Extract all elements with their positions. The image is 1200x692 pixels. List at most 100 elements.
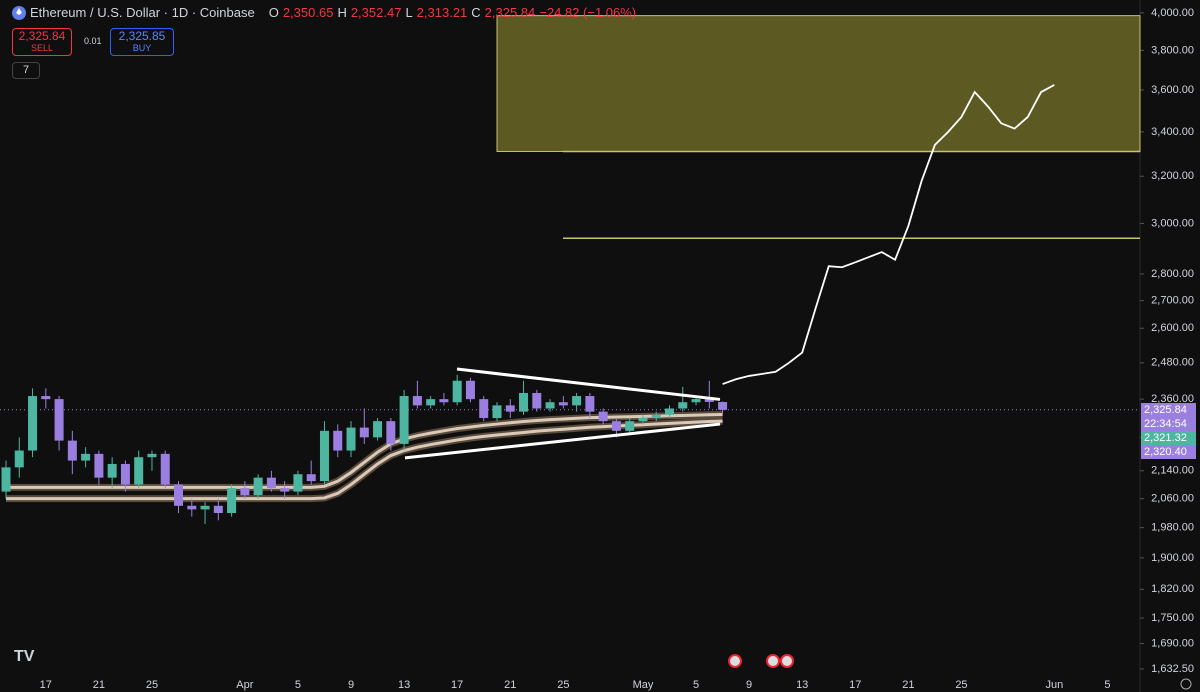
l-label: L — [405, 5, 413, 20]
x-tick-label: 5 — [693, 679, 699, 691]
event-icon — [728, 654, 742, 668]
indicator-count: 7 — [22, 64, 30, 76]
spread: 0.01 — [84, 36, 102, 46]
y-tick-label: 2,140.00 — [1151, 465, 1194, 477]
candle-body — [572, 396, 582, 406]
candle-body — [691, 399, 701, 403]
logo[interactable]: TV — [14, 648, 35, 665]
candle-body — [213, 505, 223, 514]
last-price-badge: 2,325.84 — [1141, 403, 1196, 417]
candle-body — [479, 399, 489, 418]
candle-body — [280, 488, 290, 492]
candle-body — [359, 427, 369, 438]
x-tick-label: 9 — [348, 679, 354, 691]
header: Ethereum / U.S. Dollar · 1D · Coinbase O… — [12, 5, 636, 20]
candle-body — [386, 421, 396, 444]
c-label: C — [471, 5, 481, 20]
candle-body — [373, 421, 383, 438]
h-label: H — [337, 5, 347, 20]
x-tick-label: 25 — [557, 679, 569, 691]
y-tick-label: 1,750.00 — [1151, 612, 1194, 624]
candle-body — [465, 380, 475, 400]
candle-body — [81, 453, 91, 461]
trendline — [404, 422, 721, 460]
candle-body — [611, 421, 621, 431]
high: 2,352.47 — [350, 5, 402, 20]
axis-panel — [1140, 0, 1200, 692]
x-tick-label: 17 — [451, 679, 463, 691]
y-tick-label: 2,060.00 — [1151, 493, 1194, 505]
y-tick-label: 3,600.00 — [1151, 84, 1194, 96]
y-tick-label: 3,000.00 — [1151, 217, 1194, 229]
x-tick-label: 21 — [504, 679, 516, 691]
candle-body — [651, 414, 661, 418]
y-tick-label: 2,480.00 — [1151, 357, 1194, 369]
event-icon — [766, 654, 780, 668]
open: 2,350.65 — [282, 5, 334, 20]
symbol[interactable]: Ethereum / U.S. Dollar · 1D · Coinbase — [30, 5, 255, 20]
candle-body — [1, 467, 11, 492]
x-tick-label: 13 — [398, 679, 410, 691]
sell-label: SELL — [30, 43, 54, 53]
candle-body — [253, 477, 263, 496]
candle-body — [625, 421, 635, 431]
x-tick-label: 9 — [746, 679, 752, 691]
candle-body — [28, 396, 38, 451]
candle-body — [492, 405, 502, 418]
candle-body — [678, 402, 688, 409]
y-tick-label: 3,400.00 — [1151, 126, 1194, 138]
x-tick-label: 17 — [849, 679, 861, 691]
buy-price: 2,325.85 — [118, 29, 166, 43]
x-tick-label: Jun — [1045, 679, 1063, 691]
y-tick-label: 1,632.50 — [1151, 663, 1194, 675]
o-label: O — [268, 5, 279, 20]
y-tick-label: 2,800.00 — [1151, 268, 1194, 280]
candle-body — [452, 380, 462, 403]
buy-label: BUY — [132, 43, 152, 53]
eth-icon — [12, 5, 26, 20]
candle-body — [41, 396, 51, 400]
candle-body — [704, 399, 714, 402]
x-tick-label: 25 — [146, 679, 158, 691]
indicator-badge: 2,321.32 — [1141, 431, 1196, 445]
candle-body — [120, 463, 130, 485]
candle-body — [439, 399, 449, 403]
target-zone — [496, 15, 1141, 152]
candle-body — [187, 505, 197, 510]
y-tick-label: 2,700.00 — [1151, 295, 1194, 307]
candle-body — [718, 402, 728, 410]
candle-body — [519, 392, 529, 412]
y-tick-label: 1,980.00 — [1151, 522, 1194, 534]
indicator-badge: 2,320.40 — [1141, 445, 1196, 459]
indicators-toggle[interactable]: 7 — [12, 62, 40, 79]
candle-body — [319, 430, 329, 482]
candle-body — [293, 474, 303, 492]
candle-body — [585, 396, 595, 412]
low: 2,313.21 — [416, 5, 468, 20]
candle-body — [147, 453, 157, 458]
x-tick-label: 5 — [295, 679, 301, 691]
x-tick-label: 25 — [955, 679, 967, 691]
change: −24.82 (−1.06%) — [539, 5, 637, 20]
candle-body — [638, 417, 648, 422]
candle-body — [333, 430, 343, 451]
candle-body — [505, 405, 515, 412]
candle-body — [54, 399, 64, 441]
y-tick-label: 2,600.00 — [1151, 322, 1194, 334]
x-tick-label: 21 — [902, 679, 914, 691]
candle-body — [14, 450, 24, 468]
y-tick-label: 3,800.00 — [1151, 44, 1194, 56]
y-tick-label: 2,360.00 — [1151, 393, 1194, 405]
candle-body — [107, 463, 117, 478]
candle-body — [306, 474, 316, 482]
buy-button[interactable]: 2,325.85 BUY — [110, 28, 174, 56]
x-tick-label: Apr — [236, 679, 253, 691]
candle-body — [240, 488, 250, 496]
sell-button[interactable]: 2,325.84 SELL — [12, 28, 72, 56]
candle-body — [94, 453, 104, 478]
candle-body — [346, 427, 356, 451]
y-tick-label: 4,000.00 — [1151, 7, 1194, 19]
candle-body — [665, 408, 674, 415]
